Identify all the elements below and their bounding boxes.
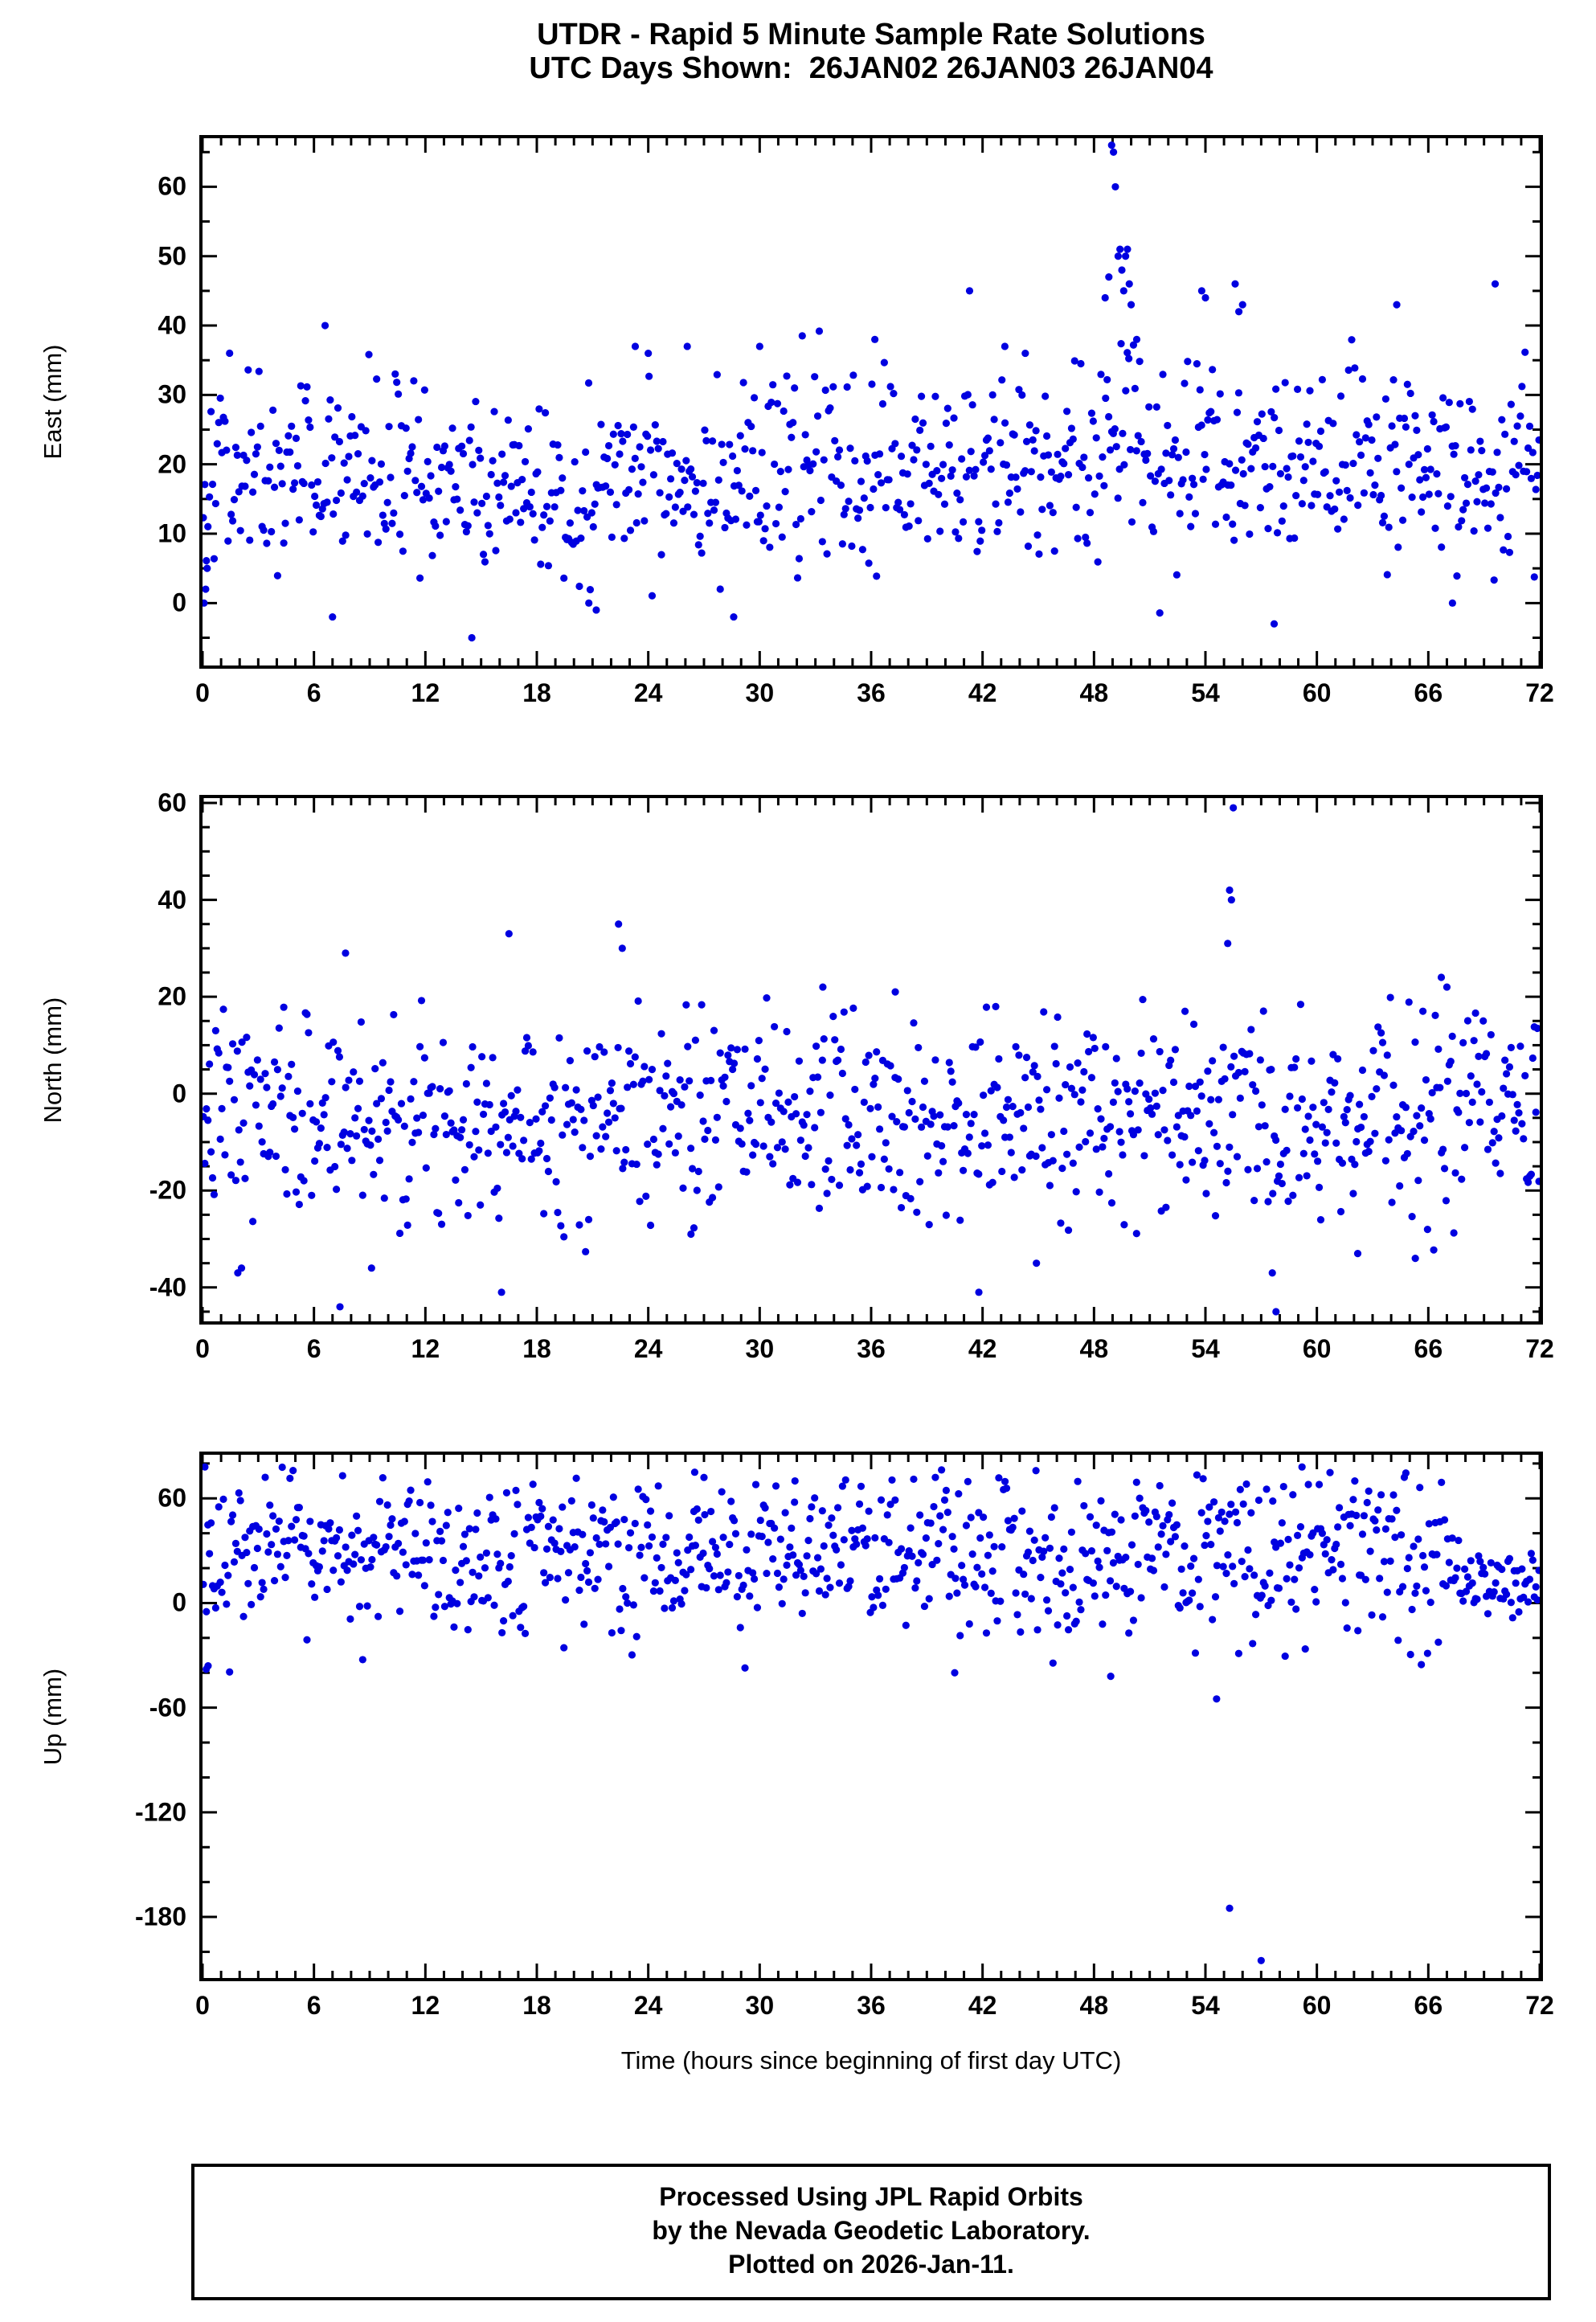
x-tick-labels-up: 0 6 12 18 24 30 36 42 48 54 60 66 72 — [195, 1991, 1554, 2025]
x-tick-label: 36 — [857, 1991, 886, 2020]
x-tick-label: 60 — [1302, 1991, 1332, 2020]
footer-line1: Processed Using JPL Rapid Orbits — [659, 2182, 1083, 2211]
y-tick-label: 40 — [158, 885, 186, 915]
x-tick-label: 42 — [968, 1991, 997, 2020]
x-tick-label: 30 — [745, 1334, 775, 1363]
y-tick-labels-up: -180 -120 -60 0 60 — [0, 1455, 186, 1978]
scatter-canvas-north — [203, 798, 1540, 1321]
scatter-canvas-up — [203, 1455, 1540, 1978]
y-tick-label: 0 — [172, 1079, 186, 1108]
y-tick-label: -60 — [149, 1693, 186, 1722]
x-tick-label: 42 — [968, 678, 997, 707]
footer-line3: Plotted on 2026-Jan-11. — [728, 2250, 1014, 2279]
plot-title-line2: UTC Days Shown: 26JAN02 26JAN03 26JAN04 — [529, 51, 1213, 85]
scatter-panel-up — [199, 1452, 1543, 1981]
x-tick-label: 72 — [1525, 1991, 1554, 2020]
x-tick-label: 48 — [1079, 1334, 1109, 1363]
x-tick-label: 24 — [633, 1334, 663, 1363]
x-tick-label: 42 — [968, 1334, 997, 1363]
x-tick-label: 60 — [1302, 678, 1332, 707]
scatter-panel-east — [199, 135, 1543, 669]
y-tick-label: 20 — [158, 981, 186, 1011]
x-tick-label: 12 — [411, 1991, 440, 2020]
y-tick-label: 60 — [158, 788, 186, 817]
x-tick-label: 18 — [522, 1334, 551, 1363]
x-tick-labels-east: 0 6 12 18 24 30 36 42 48 54 60 66 72 — [195, 678, 1554, 712]
footer-line2: by the Nevada Geodetic Laboratory. — [652, 2216, 1091, 2245]
x-tick-label: 36 — [857, 1334, 886, 1363]
y-tick-label: 60 — [158, 1483, 186, 1513]
x-tick-label: 30 — [745, 678, 775, 707]
x-tick-label: 18 — [522, 678, 551, 707]
x-tick-label: 12 — [411, 1334, 440, 1363]
x-tick-label: 6 — [306, 1334, 321, 1363]
x-tick-label: 66 — [1414, 1334, 1443, 1363]
x-tick-label: 66 — [1414, 678, 1443, 707]
y-tick-labels-east: 0 10 20 30 40 50 60 — [0, 138, 186, 665]
x-tick-label: 36 — [857, 678, 886, 707]
x-tick-label: 24 — [633, 678, 663, 707]
y-tick-label: -40 — [149, 1272, 186, 1302]
y-tick-label: 20 — [158, 449, 186, 479]
x-tick-label: 54 — [1191, 1991, 1220, 2020]
x-tick-label: 48 — [1079, 1991, 1109, 2020]
y-tick-label: 50 — [158, 241, 186, 271]
scatter-panel-north — [199, 795, 1543, 1325]
x-tick-label: 54 — [1191, 678, 1220, 707]
x-tick-label: 0 — [195, 1334, 210, 1363]
x-tick-label: 60 — [1302, 1334, 1332, 1363]
y-tick-label: -120 — [134, 1797, 186, 1827]
x-tick-label: 0 — [195, 1991, 210, 2020]
plot-title-line1: UTDR - Rapid 5 Minute Sample Rate Soluti… — [537, 18, 1205, 51]
x-tick-label: 66 — [1414, 1991, 1443, 2020]
x-tick-label: 72 — [1525, 1334, 1554, 1363]
y-tick-label: -180 — [134, 1902, 186, 1931]
x-tick-label: 6 — [306, 678, 321, 707]
x-tick-label: 54 — [1191, 1334, 1220, 1363]
y-tick-label: 10 — [158, 518, 186, 548]
scatter-canvas-east — [203, 138, 1540, 665]
footer-box: Processed Using JPL Rapid Orbits by the … — [191, 2164, 1551, 2300]
y-tick-label: 40 — [158, 310, 186, 340]
y-tick-label: 0 — [172, 1587, 186, 1617]
x-tick-label: 12 — [411, 678, 440, 707]
y-tick-label: -20 — [149, 1175, 186, 1205]
x-tick-label: 30 — [745, 1991, 775, 2020]
y-tick-labels-north: -40 -20 0 20 40 60 — [0, 788, 186, 1321]
y-tick-label: 30 — [158, 379, 186, 409]
x-tick-label: 0 — [195, 678, 210, 707]
x-tick-label: 24 — [633, 1991, 663, 2020]
y-tick-label: 60 — [158, 171, 186, 201]
x-tick-labels-north: 0 6 12 18 24 30 36 42 48 54 60 66 72 — [195, 1334, 1554, 1368]
x-tick-label: 18 — [522, 1991, 551, 2020]
x-tick-label: 72 — [1525, 678, 1554, 707]
x-tick-label: 6 — [306, 1991, 321, 2020]
x-tick-label: 48 — [1079, 678, 1109, 707]
y-tick-label: 0 — [172, 588, 186, 617]
x-axis-title: Time (hours since beginning of first day… — [620, 2046, 1122, 2074]
